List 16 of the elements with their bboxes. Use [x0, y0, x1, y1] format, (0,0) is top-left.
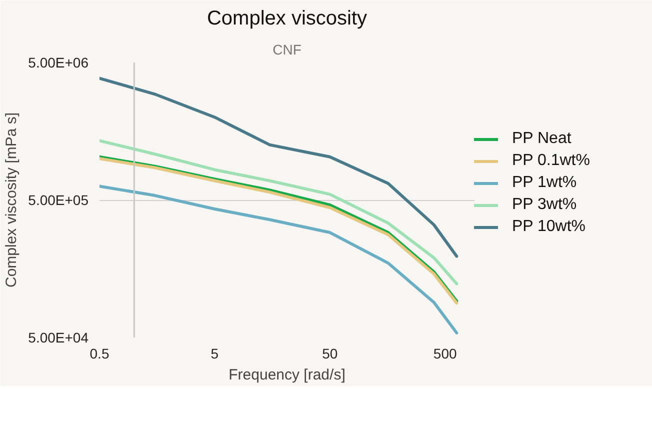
legend-label: PP 3wt% [512, 196, 577, 214]
legend-label: PP Neat [512, 130, 572, 148]
y-tick-label: 5.00E+06 [28, 54, 89, 70]
x-tick-label: 50 [322, 346, 338, 362]
legend-label: PP 0.1wt% [512, 152, 590, 170]
chart-title: Complex viscosity [206, 8, 368, 30]
y-tick-label: 5.00E+04 [28, 330, 89, 346]
x-tick-label: 500 [433, 346, 457, 362]
x-tick-label: 5 [210, 346, 219, 362]
legend-label: PP 10wt% [512, 218, 586, 236]
y-axis-title: Complex viscosity [mPa s] [3, 112, 20, 288]
legend-label: PP 1wt% [512, 174, 577, 192]
x-axis-title: Frequency [rad/s] [228, 366, 346, 384]
x-tick-label: 0.5 [90, 346, 110, 362]
y-tick-label: 5.00E+05 [28, 192, 89, 208]
chart-subtitle: CNF [272, 42, 302, 58]
